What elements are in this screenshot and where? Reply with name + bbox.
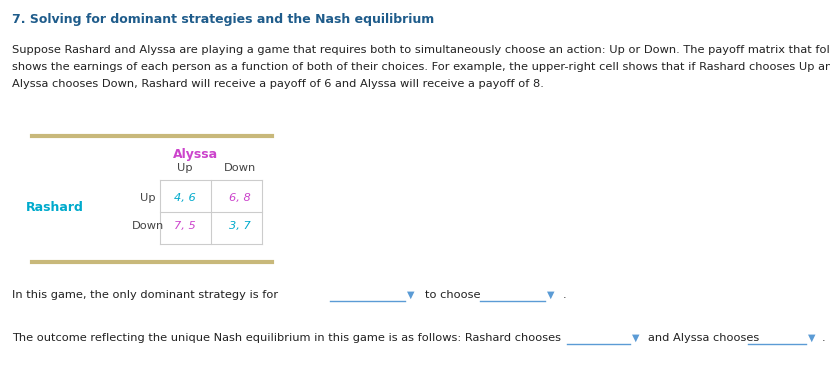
Text: 7. Solving for dominant strategies and the Nash equilibrium: 7. Solving for dominant strategies and t… — [12, 13, 434, 26]
Text: and Alyssa chooses: and Alyssa chooses — [648, 333, 759, 343]
Text: Up: Up — [140, 193, 156, 203]
Text: 6, 8: 6, 8 — [229, 193, 251, 203]
Text: Down: Down — [132, 221, 164, 231]
Text: ▼: ▼ — [407, 290, 414, 300]
Text: The outcome reflecting the unique Nash equilibrium in this game is as follows: R: The outcome reflecting the unique Nash e… — [12, 333, 561, 343]
Text: ▼: ▼ — [808, 333, 816, 343]
Text: ▼: ▼ — [547, 290, 554, 300]
Text: Down: Down — [224, 163, 256, 173]
Text: Alyssa: Alyssa — [173, 148, 217, 161]
Text: 4, 6: 4, 6 — [174, 193, 196, 203]
Text: 7, 5: 7, 5 — [174, 221, 196, 231]
Text: .: . — [822, 333, 826, 343]
Text: 3, 7: 3, 7 — [229, 221, 251, 231]
Text: shows the earnings of each person as a function of both of their choices. For ex: shows the earnings of each person as a f… — [12, 62, 830, 72]
Text: .: . — [563, 290, 567, 300]
Text: to choose: to choose — [425, 290, 481, 300]
Text: Rashard: Rashard — [26, 202, 84, 215]
Text: Up: Up — [177, 163, 193, 173]
Text: ▼: ▼ — [632, 333, 639, 343]
Text: Alyssa chooses Down, Rashard will receive a payoff of 6 and Alyssa will receive : Alyssa chooses Down, Rashard will receiv… — [12, 79, 544, 89]
Text: In this game, the only dominant strategy is for: In this game, the only dominant strategy… — [12, 290, 278, 300]
Text: Suppose Rashard and Alyssa are playing a game that requires both to simultaneous: Suppose Rashard and Alyssa are playing a… — [12, 45, 830, 55]
